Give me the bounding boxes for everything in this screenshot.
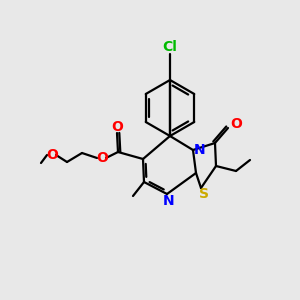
Text: O: O — [46, 148, 58, 162]
Text: Cl: Cl — [163, 40, 177, 54]
Text: S: S — [199, 187, 209, 201]
Text: N: N — [194, 143, 206, 157]
Text: N: N — [163, 194, 175, 208]
Text: O: O — [111, 120, 123, 134]
Text: O: O — [96, 151, 108, 165]
Text: O: O — [230, 117, 242, 131]
